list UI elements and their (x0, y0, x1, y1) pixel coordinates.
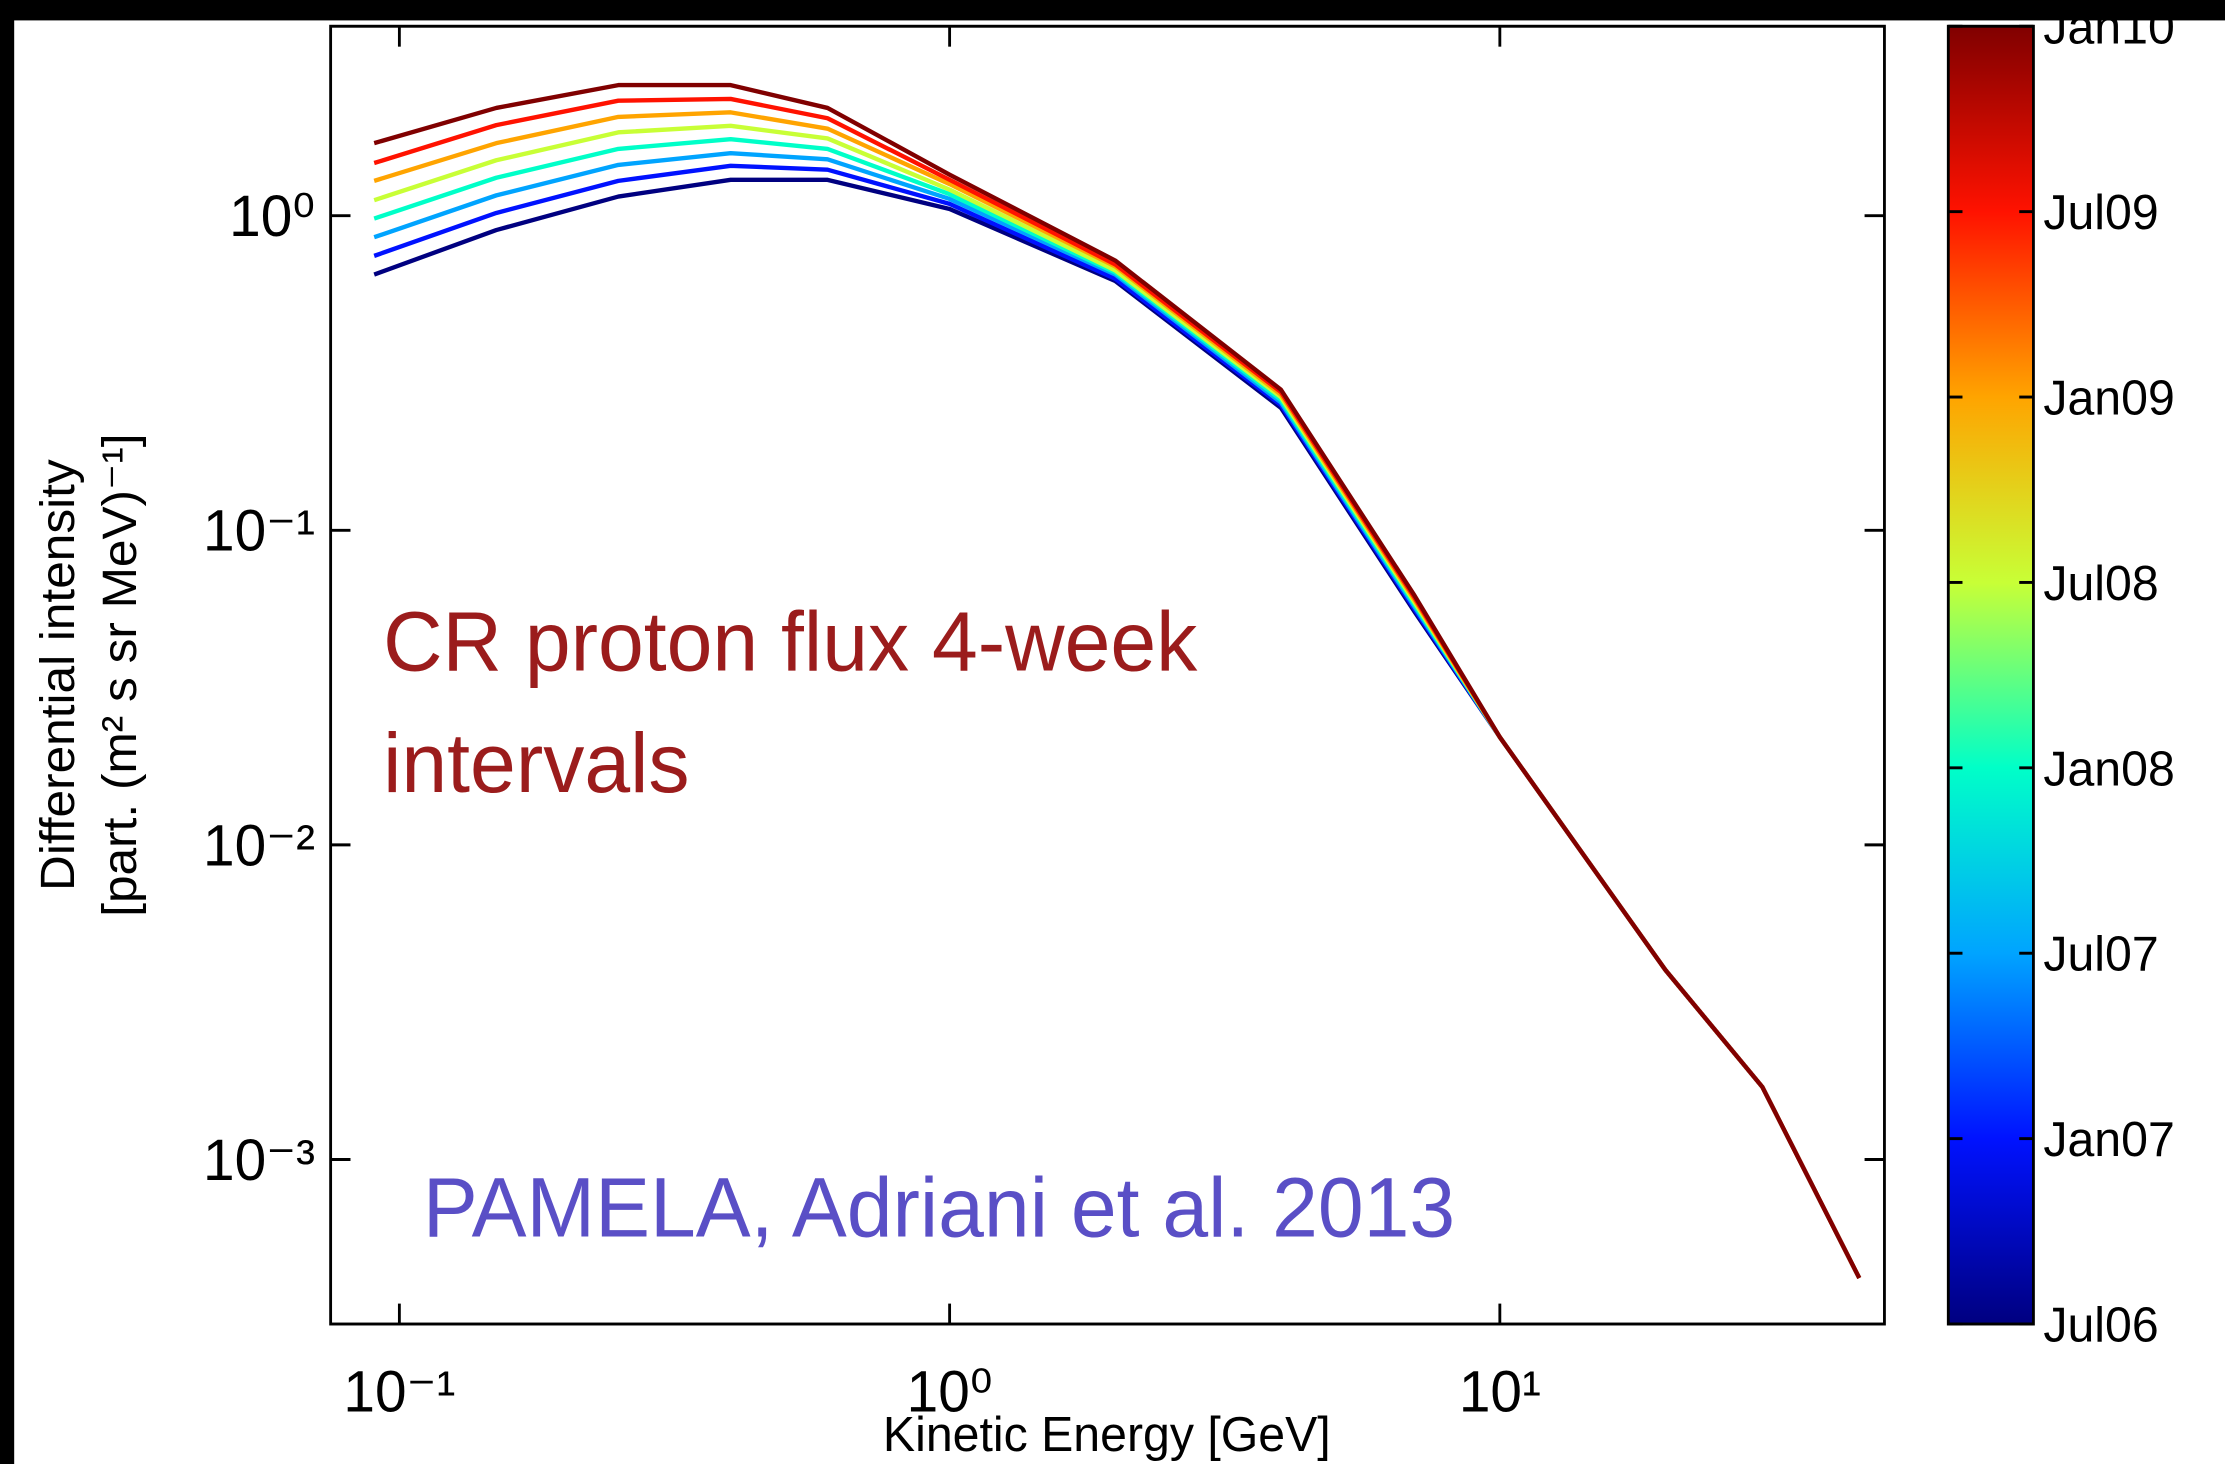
legend-label: Jan08 (2043, 742, 2174, 797)
legend-label: Jul09 (2043, 186, 2158, 241)
legend-label: Jul07 (2043, 927, 2158, 982)
colorbar (1946, 24, 2035, 1326)
y-tick-label: 10⁰ (229, 184, 315, 249)
y-tick-label: 10⁻¹ (203, 499, 315, 564)
legend-label: Jan09 (2043, 371, 2174, 426)
legend-label: Jul06 (2043, 1298, 2158, 1353)
x-axis-label: Kinetic Energy [GeV] (883, 1407, 1331, 1462)
annotation: intervals (383, 715, 689, 810)
plot-frame (329, 24, 1886, 1326)
series-line (373, 82, 1862, 1280)
legend-label: Jan07 (2043, 1113, 2174, 1168)
y-axis-label-line: Differential intensity (31, 459, 84, 891)
x-tick-label: 10¹ (1459, 1360, 1541, 1425)
x-tick-label: 10⁰ (907, 1360, 993, 1425)
y-axis-label: Differential intensity [part. (m² s sr M… (31, 433, 147, 916)
y-tick-label: 10⁻² (203, 814, 315, 879)
x-tick-label: 10⁻¹ (343, 1360, 455, 1425)
legend-label: Jan10 (2043, 0, 2174, 55)
annotation: PAMELA, Adriani et al. 2013 (423, 1159, 1455, 1254)
y-axis-label-line: [part. (m² s sr MeV)⁻¹] (94, 433, 147, 916)
annotation: CR proton flux 4-week (383, 594, 1197, 689)
legend-label: Jul08 (2043, 556, 2158, 611)
y-tick-label: 10⁻³ (203, 1128, 315, 1193)
